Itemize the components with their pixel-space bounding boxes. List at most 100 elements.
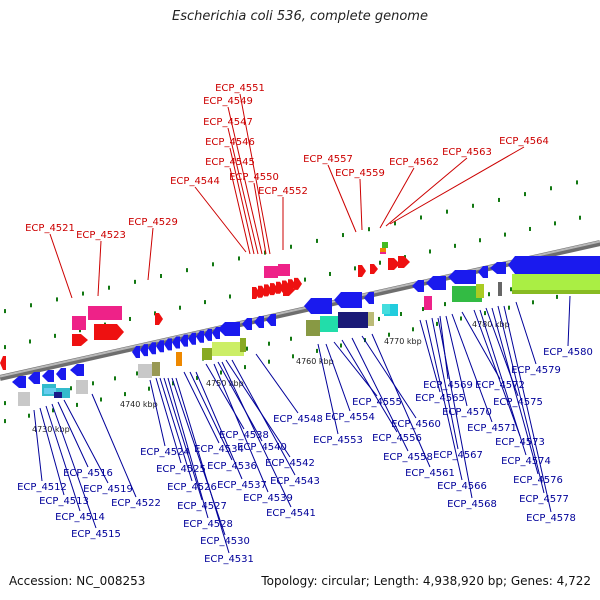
label-leader-line <box>341 339 398 433</box>
tick-mark <box>472 203 474 208</box>
kbp-label: 4760 kbp <box>296 357 334 366</box>
tick-mark <box>124 392 126 397</box>
label-leader-line <box>255 353 299 414</box>
gene-label: ECP_4550 <box>229 172 279 183</box>
tick-mark <box>508 305 510 310</box>
label-leader-line <box>39 407 65 496</box>
tick-mark <box>316 238 318 243</box>
gene-label: ECP_4521 <box>25 223 75 234</box>
label-leader-line <box>231 359 296 476</box>
gene-arrow <box>0 356 6 370</box>
tick-mark <box>412 327 414 332</box>
label-leader-line <box>217 361 263 442</box>
feature-block <box>202 348 212 360</box>
tick-mark <box>129 316 131 321</box>
label-leader-line <box>97 240 102 297</box>
label-leader-line <box>33 409 43 482</box>
feature-block <box>512 274 600 294</box>
tick-mark <box>479 238 481 243</box>
label-leader-line <box>229 167 251 255</box>
feature-block <box>452 286 482 302</box>
gene-label: ECP_4552 <box>258 186 308 197</box>
label-leader-line <box>45 405 81 512</box>
gene-label: ECP_4559 <box>335 168 385 179</box>
label-leader-line <box>189 371 233 461</box>
feature-block <box>382 304 390 314</box>
tick-mark <box>460 316 462 321</box>
gene-label: ECP_4512 <box>17 482 67 493</box>
gene-label: ECP_4566 <box>437 481 487 492</box>
tick-mark <box>378 316 380 321</box>
gene-arrow <box>266 314 276 326</box>
label-leader-line <box>159 377 193 482</box>
gene-label: ECP_4570 <box>442 407 492 418</box>
tick-mark <box>342 233 344 238</box>
tick-mark <box>186 268 188 273</box>
feature-block <box>264 266 278 278</box>
gene-arrow <box>164 338 172 351</box>
gene-arrow <box>140 344 148 357</box>
tick-mark <box>76 402 78 407</box>
gene-arrow <box>426 276 446 290</box>
tick-mark <box>268 359 270 364</box>
tick-mark <box>54 333 56 338</box>
tick-mark <box>429 249 431 254</box>
feature-block <box>44 388 56 394</box>
gene-label: ECP_4576 <box>513 475 563 486</box>
gene-label: ECP_4577 <box>519 494 569 505</box>
gene-label: ECP_4565 <box>415 393 465 404</box>
tick-mark <box>444 302 446 307</box>
label-leader-line <box>359 178 363 231</box>
label-leader-line <box>195 371 243 480</box>
gene-arrow <box>28 372 40 384</box>
gene-arrow <box>294 277 302 290</box>
feature-block <box>306 320 320 336</box>
label-leader-line <box>503 305 552 513</box>
label-leader-line <box>327 164 357 233</box>
tick-mark <box>79 328 81 333</box>
feature-block <box>338 312 368 328</box>
tick-mark <box>529 226 531 231</box>
gene-arrow <box>508 256 600 274</box>
gene-label: ECP_4531 <box>204 554 254 565</box>
label-leader-line <box>461 311 501 380</box>
tick-mark <box>550 186 552 191</box>
tick-mark <box>4 309 6 314</box>
gene-label: ECP_4546 <box>205 137 255 148</box>
gene-arrow <box>218 322 240 336</box>
tick-mark <box>246 346 248 351</box>
gene-label: ECP_4551 <box>215 83 265 94</box>
gene-label: ECP_4534 <box>194 444 244 455</box>
accession-text: Accession: NC_008253 <box>9 574 146 588</box>
tick-mark <box>436 321 438 326</box>
label-leader-line <box>227 127 259 255</box>
tick-mark <box>238 256 240 261</box>
tick-mark <box>100 397 102 402</box>
tick-mark <box>290 336 292 341</box>
tick-mark <box>30 303 32 308</box>
label-leader-line <box>385 157 468 227</box>
feature-block <box>278 264 290 276</box>
label-leader-line <box>221 361 292 508</box>
feature-block <box>320 316 338 332</box>
label-leader-line <box>419 319 441 393</box>
label-leader-line <box>379 167 415 229</box>
tick-mark <box>204 300 206 305</box>
gene-arrow <box>148 342 156 355</box>
label-leader-line <box>171 377 226 536</box>
label-leader-line <box>351 337 409 452</box>
gene-label: ECP_4574 <box>501 456 551 467</box>
gene-label: ECP_4548 <box>273 414 323 425</box>
tick-mark <box>148 386 150 391</box>
gene-arrow <box>448 270 476 284</box>
label-leader-line <box>194 186 247 253</box>
gene-label: ECP_4573 <box>495 437 545 448</box>
gene-label: ECP_4578 <box>526 513 576 524</box>
gene-label: ECP_4519 <box>83 484 133 495</box>
label-leader-line <box>473 309 521 437</box>
gene-arrow <box>70 364 84 376</box>
tick-mark <box>488 292 490 297</box>
label-leader-line <box>361 335 417 419</box>
label-leader-line <box>431 317 459 450</box>
